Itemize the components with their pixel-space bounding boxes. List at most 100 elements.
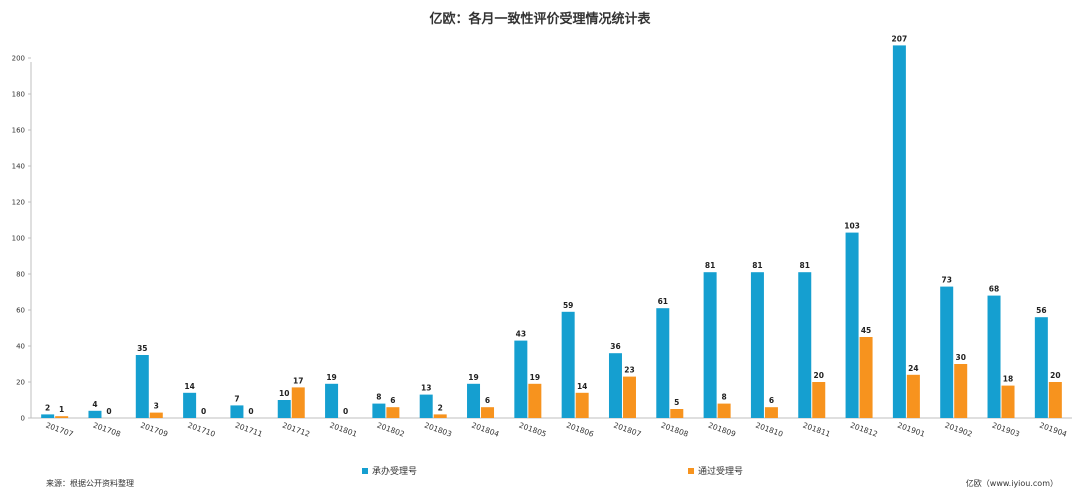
bar-series-2 xyxy=(717,403,731,418)
x-tick-label: 201903 xyxy=(991,421,1021,439)
data-label: 103 xyxy=(844,222,860,231)
data-label: 14 xyxy=(577,382,587,391)
y-tick-label: 180 xyxy=(12,91,25,99)
legend-label-series-1: 承办受理号 xyxy=(372,467,418,477)
bar-series-2 xyxy=(528,383,542,418)
x-tick-label: 201709 xyxy=(139,421,169,439)
x-tick-label: 201805 xyxy=(518,421,548,439)
bar-series-2 xyxy=(764,407,778,418)
data-label: 10 xyxy=(279,389,289,398)
bar-series-1 xyxy=(892,45,906,419)
bar-series-1 xyxy=(419,394,433,418)
data-label: 6 xyxy=(390,396,395,405)
bar-series-2 xyxy=(670,409,684,418)
legend-item-series-2: 通过受理号 xyxy=(688,464,743,477)
bar-series-2 xyxy=(622,376,636,418)
data-label: 1 xyxy=(59,405,64,414)
bar-series-1 xyxy=(514,340,528,418)
bar-series-1 xyxy=(88,410,102,418)
data-label: 81 xyxy=(705,261,715,270)
source-note: 来源：根据公开资料整理 xyxy=(46,479,134,488)
x-tick-label: 201811 xyxy=(802,421,832,439)
bar-series-1 xyxy=(798,272,812,418)
data-label: 0 xyxy=(343,407,348,416)
x-tick-label: 201808 xyxy=(660,421,690,439)
data-label: 2 xyxy=(45,403,50,412)
data-label: 68 xyxy=(989,285,999,294)
x-tick-label: 201902 xyxy=(944,421,974,439)
bar-series-1 xyxy=(277,400,291,418)
bar-series-1 xyxy=(41,414,55,418)
data-label: 6 xyxy=(485,396,490,405)
x-tick-label: 201809 xyxy=(707,421,737,439)
data-label: 2 xyxy=(438,403,443,412)
x-tick-label: 201708 xyxy=(92,421,122,439)
bar-series-1 xyxy=(183,392,197,418)
y-tick-label: 100 xyxy=(12,235,25,243)
bar-series-2 xyxy=(954,364,968,418)
data-label: 8 xyxy=(376,393,381,402)
y-tick-label: 200 xyxy=(12,55,25,63)
bar-series-2 xyxy=(859,337,873,418)
data-label: 81 xyxy=(752,261,762,270)
y-tick-label: 40 xyxy=(16,343,25,351)
y-tick-label: 120 xyxy=(12,199,25,207)
bar-series-2 xyxy=(386,407,400,418)
bar-series-1 xyxy=(940,286,954,418)
bar-series-1 xyxy=(135,355,149,418)
bar-series-1 xyxy=(750,272,764,418)
data-label: 20 xyxy=(1050,371,1060,380)
x-tick-label: 201904 xyxy=(1038,421,1068,439)
data-label: 73 xyxy=(941,276,951,285)
data-label: 4 xyxy=(92,400,97,409)
x-tick-label: 201707 xyxy=(45,421,75,439)
data-label: 19 xyxy=(468,373,478,382)
data-label: 43 xyxy=(516,330,526,339)
bar-series-1 xyxy=(1034,317,1048,418)
y-tick-label: 20 xyxy=(16,379,25,387)
bar-series-2 xyxy=(149,412,163,418)
x-tick-label: 201804 xyxy=(470,421,500,439)
legend-swatch-series-2 xyxy=(688,467,694,474)
y-tick-label: 80 xyxy=(16,271,25,279)
y-tick-label: 0 xyxy=(21,415,25,423)
data-label: 20 xyxy=(814,371,824,380)
data-label: 6 xyxy=(769,396,774,405)
data-label: 23 xyxy=(624,366,634,375)
bar-series-2 xyxy=(1001,385,1015,418)
x-tick-label: 201711 xyxy=(234,421,264,439)
data-label: 36 xyxy=(610,342,620,351)
x-tick-label: 201802 xyxy=(376,421,406,439)
y-tick-label: 140 xyxy=(12,163,25,171)
data-label: 61 xyxy=(658,297,668,306)
bar-series-2 xyxy=(55,416,69,418)
data-label: 81 xyxy=(800,261,810,270)
bar-series-1 xyxy=(467,383,481,418)
data-label: 8 xyxy=(722,393,727,402)
bar-series-1 xyxy=(230,405,244,418)
x-tick-label: 201710 xyxy=(186,421,216,439)
legend-swatch-series-1 xyxy=(362,467,368,474)
bar-series-2 xyxy=(481,407,495,418)
brand-note: 亿欧（www.iyiou.com） xyxy=(965,479,1058,488)
y-tick-label: 160 xyxy=(12,127,25,135)
bar-series-2 xyxy=(812,382,826,418)
data-label: 19 xyxy=(530,373,540,382)
bar-series-1 xyxy=(608,353,622,418)
bar-series-1 xyxy=(561,311,575,418)
y-tick-label: 60 xyxy=(16,307,25,315)
data-label: 0 xyxy=(248,407,253,416)
bar-series-2 xyxy=(906,374,920,418)
x-tick-label: 201801 xyxy=(328,421,358,439)
bar-series-1 xyxy=(845,232,859,418)
x-tick-label: 201803 xyxy=(423,421,453,439)
data-label: 35 xyxy=(137,344,147,353)
data-label: 18 xyxy=(1003,375,1013,384)
data-label: 59 xyxy=(563,301,573,310)
data-label: 7 xyxy=(234,394,239,403)
data-label: 45 xyxy=(861,326,871,335)
bar-series-1 xyxy=(703,272,717,418)
chart-title: 亿欧：各月一致性评价受理情况统计表 xyxy=(429,12,651,27)
data-label: 207 xyxy=(892,34,908,43)
